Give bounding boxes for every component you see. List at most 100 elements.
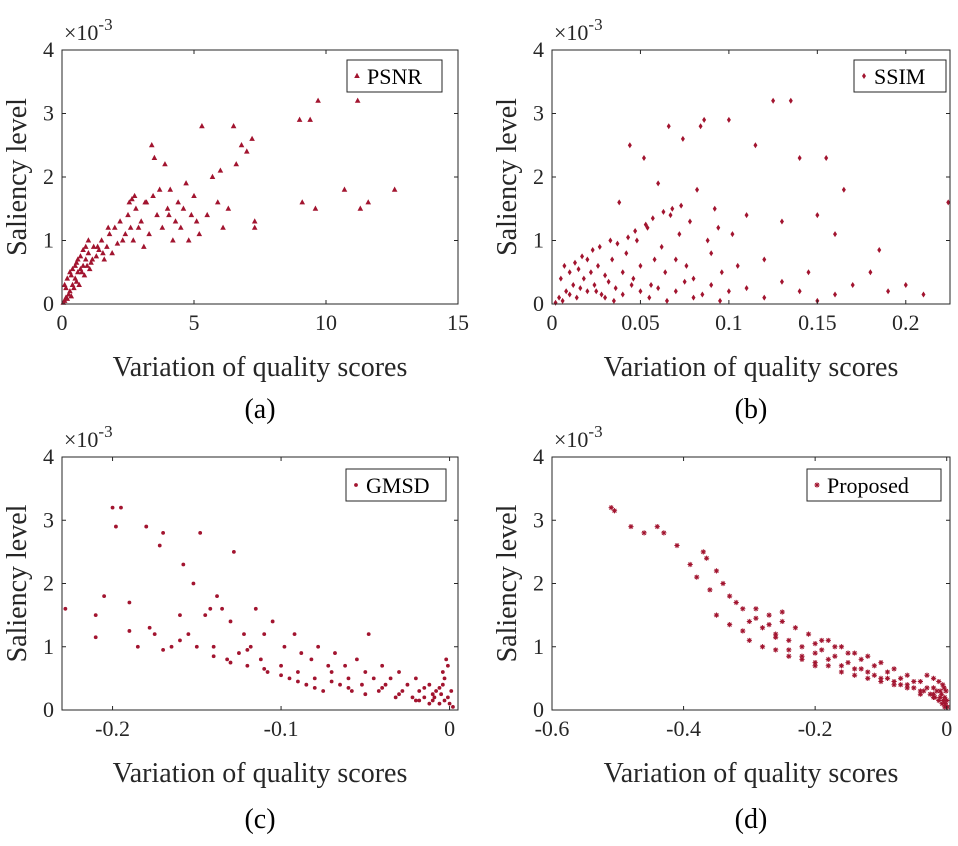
data-point [430,692,435,697]
data-point [786,653,792,659]
data-point [315,97,321,103]
data-point [680,135,685,142]
data-point [553,299,558,306]
data-point [225,205,232,211]
data-point [196,230,203,237]
legend-entry: GMSD [366,473,430,498]
data-point [930,675,937,681]
data-point [215,594,219,599]
data-point [346,676,351,681]
data-point [932,694,938,700]
data-point [656,285,661,292]
data-point [924,672,930,678]
panel-label: (d) [735,804,768,835]
data-point [661,530,667,536]
data-point [427,682,432,687]
legend-marker [354,483,358,487]
data-point [76,281,82,287]
data-point [100,250,106,256]
data-point [759,625,766,631]
data-point [805,631,812,637]
legend: PSNR [346,59,443,93]
data-point [779,609,785,615]
y-exponent-power: -3 [588,15,602,34]
x-tick-label: -0.2 [798,716,833,741]
data-point [354,657,359,662]
data-point [663,269,668,276]
data-point [702,116,707,123]
data-point [898,682,904,688]
y-exponent-label: ×10-3 [554,422,603,452]
data-point [779,218,784,225]
data-point [104,243,110,249]
y-tick-label: 2 [43,571,54,596]
data-point [151,154,158,160]
data-point [159,224,166,230]
data-point [180,205,187,211]
data-point [354,97,361,103]
data-point [937,688,943,694]
chart-panel-1: 0 5 10 15 0 1 2 3 4 ×10-3 Variation of quality sco… [2,15,469,425]
data-point [700,549,706,555]
data-point [237,651,241,655]
data-point [262,632,267,636]
data-point [427,701,432,706]
data-point [117,218,123,224]
data-point [921,291,926,298]
data-point [934,688,940,694]
data-point [333,651,337,655]
data-point [904,672,910,678]
data-point [620,291,625,298]
data-point [178,638,182,643]
y-tick-label: 0 [533,291,544,316]
data-point [865,653,871,659]
data-point [265,670,270,674]
y-tick-label: 0 [43,291,54,316]
y-tick-label: 4 [43,444,54,469]
x-tick-label: 0.2 [892,310,920,335]
data-point [244,148,250,154]
data-point [135,644,140,649]
x-tick-label: 0 [941,716,952,741]
data-point [712,205,717,212]
data-point [248,644,253,649]
data-point [75,269,81,275]
data-point [574,294,579,301]
data-point [845,650,851,656]
panel-label: (a) [244,394,275,425]
data-point [245,648,250,652]
data-point [825,637,831,644]
data-point [753,615,759,621]
x-tick-label: 15 [447,310,469,335]
data-point [656,180,661,187]
data-point [812,650,818,656]
data-point [832,653,838,659]
data-point [93,613,98,618]
data-point [610,256,615,263]
data-point [571,281,576,288]
data-point [363,670,368,674]
data-point [442,698,447,703]
data-point [647,294,652,301]
data-point [157,543,162,548]
data-point [733,599,739,606]
data-point [393,695,398,700]
data-point [779,618,785,625]
y-exponent-label: ×10-3 [554,15,603,45]
data-point [709,250,714,257]
data-point [380,685,385,690]
data-point [679,202,684,209]
data-point [63,284,69,291]
data-point [144,524,149,529]
data-point [316,644,321,649]
series-points [553,97,951,306]
data-point [84,262,90,268]
data-point [417,698,422,703]
y-tick-label: 3 [43,101,54,126]
y-axis-label: Saliency level [492,504,523,662]
data-point [444,657,449,662]
data-point [109,250,115,256]
x-axis-label: Variation of quality scores [604,758,899,789]
data-point [759,644,766,650]
data-point [597,243,602,250]
